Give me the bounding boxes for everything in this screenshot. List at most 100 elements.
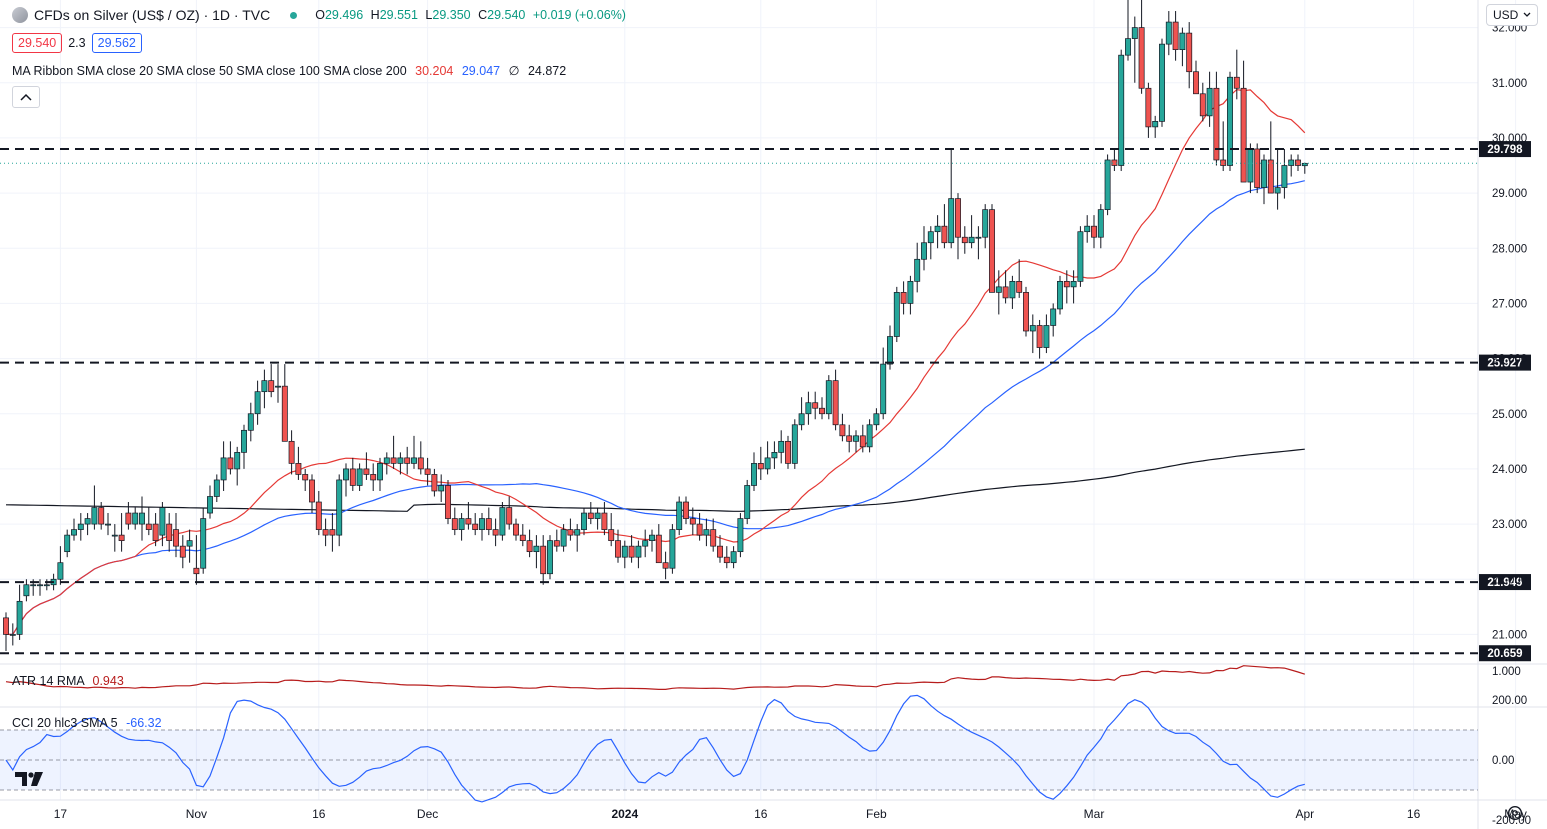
candle-body xyxy=(921,242,927,260)
candle-body xyxy=(166,523,173,541)
candle-body xyxy=(329,529,336,536)
candle-body xyxy=(91,507,98,525)
candle-body xyxy=(1172,21,1179,50)
x-tick-label: 16 xyxy=(754,807,768,821)
candle-body xyxy=(16,600,23,635)
candle-body xyxy=(1199,93,1206,117)
buy-price-button[interactable]: 29.562 xyxy=(91,33,142,53)
candle-body xyxy=(785,440,791,464)
candle-body xyxy=(628,545,635,558)
candle-body xyxy=(1145,87,1152,128)
candle-body xyxy=(417,457,424,470)
candle-body xyxy=(513,523,519,536)
candle-body xyxy=(955,198,961,238)
y-tick-label: 31.000 xyxy=(1492,78,1527,90)
level-label: 20.659 xyxy=(1487,648,1522,660)
cci-legend[interactable]: CCI 20 hlc3 SMA 5 -66.32 xyxy=(12,716,162,730)
candle-body xyxy=(1274,187,1281,194)
candle-body xyxy=(1220,159,1227,166)
candle-body xyxy=(1159,43,1165,122)
candle-body xyxy=(934,225,941,233)
candle-body xyxy=(1077,231,1084,282)
candle-body xyxy=(227,457,234,470)
candle-body xyxy=(179,545,186,558)
candle-body xyxy=(574,529,581,536)
candle-body xyxy=(757,463,764,470)
candle-body xyxy=(771,452,778,459)
symbol-title[interactable]: CFDs on Silver (US$ / OZ) · 1D · TVC xyxy=(34,7,271,23)
candle-body xyxy=(1179,32,1186,50)
candle-body xyxy=(411,457,417,464)
currency-select[interactable]: USD xyxy=(1486,4,1538,26)
candle-body xyxy=(730,551,737,564)
sma200-value: 24.872 xyxy=(527,64,567,78)
candle-body xyxy=(445,485,451,519)
candle-body xyxy=(1227,76,1233,166)
market-status-dot xyxy=(290,11,298,19)
candle-body xyxy=(798,413,805,426)
candle-body xyxy=(111,534,118,537)
candle-body xyxy=(261,380,268,393)
candle-body xyxy=(819,407,825,415)
y-tick-label: 29.000 xyxy=(1492,188,1527,200)
collapse-legend-button[interactable] xyxy=(12,86,40,108)
candle-body xyxy=(3,617,9,635)
candle-body xyxy=(213,479,220,497)
candle-body xyxy=(1125,38,1131,56)
candle-body xyxy=(118,534,125,541)
candle-body xyxy=(540,545,547,575)
y-tick-label: 23.000 xyxy=(1492,519,1527,531)
low-value: 29.350 xyxy=(432,8,471,22)
candle-body xyxy=(343,468,349,481)
currency-value: USD xyxy=(1493,8,1519,22)
level-label-box xyxy=(1479,574,1531,591)
candle-body xyxy=(710,529,717,547)
candle-body xyxy=(9,634,16,636)
candle-body xyxy=(846,435,853,442)
sell-price-button[interactable]: 29.540 xyxy=(12,33,63,53)
candle-body xyxy=(200,518,207,569)
candle-body xyxy=(139,512,145,525)
candle-body xyxy=(1029,325,1036,332)
candle-body xyxy=(662,562,669,569)
candle-body xyxy=(553,540,560,547)
candle-body xyxy=(989,209,995,293)
candle-body xyxy=(499,507,506,536)
candle-body xyxy=(152,523,159,541)
candle-body xyxy=(247,413,254,431)
candle-body xyxy=(791,424,798,464)
candle-body xyxy=(302,474,309,481)
candle-body xyxy=(268,380,275,393)
cci-axis-label: -200.00 xyxy=(1492,815,1531,827)
candle-body xyxy=(683,501,689,519)
atr-line xyxy=(5,665,1305,691)
atr-legend[interactable]: ATR 14 RMA 0.943 xyxy=(12,674,124,688)
candle-body xyxy=(832,380,839,426)
ma-ribbon-legend[interactable]: MA Ribbon SMA close 20 SMA close 50 SMA … xyxy=(12,63,566,78)
candle-body xyxy=(322,529,329,536)
x-tick-label: 16 xyxy=(312,807,326,821)
tradingview-logo-icon[interactable] xyxy=(15,770,45,788)
symbol-header: CFDs on Silver (US$ / OZ) · 1D · TVC O29… xyxy=(12,7,630,23)
candle-body xyxy=(1138,27,1145,89)
candle-body xyxy=(254,391,261,415)
cci-label: CCI 20 hlc3 SMA 5 xyxy=(12,716,118,730)
candle-body xyxy=(30,584,37,587)
candle-body xyxy=(363,468,370,475)
candle-body xyxy=(1104,159,1111,210)
candle-body xyxy=(207,496,213,514)
candle-body xyxy=(438,485,445,492)
y-tick-label: 27.000 xyxy=(1492,298,1527,310)
cci-line xyxy=(5,694,1305,803)
candle-body xyxy=(635,545,642,558)
candle-body xyxy=(676,501,683,530)
candle-body xyxy=(23,584,30,597)
silver-symbol-icon xyxy=(12,7,28,23)
candle-body xyxy=(1057,281,1063,310)
candle-body xyxy=(615,540,621,558)
y-tick-label: 28.000 xyxy=(1492,243,1527,255)
gear-icon[interactable] xyxy=(1506,804,1524,822)
candle-body xyxy=(703,529,710,536)
sma200-line xyxy=(5,448,1305,512)
